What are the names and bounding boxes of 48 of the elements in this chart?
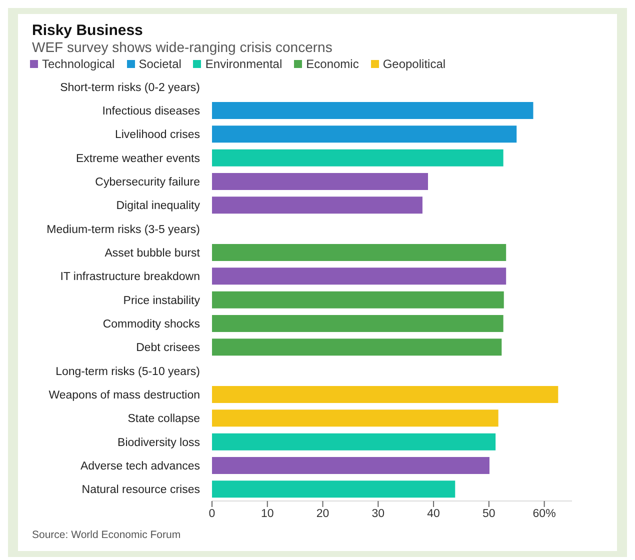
source-note: Source: World Economic Forum xyxy=(31,529,182,541)
y-tick-label: Digital inequality xyxy=(116,200,200,212)
bar xyxy=(212,338,502,356)
bar xyxy=(212,196,422,214)
legend-label: Technological xyxy=(41,57,115,71)
bar xyxy=(212,126,517,143)
x-tick-label: 50 xyxy=(482,508,496,520)
bar xyxy=(212,102,534,119)
y-tick-label: Short-term risks (0-2 years) xyxy=(60,82,200,94)
legend-label: Societal xyxy=(138,57,182,71)
chart-subtitle: WEF survey shows wide-ranging crisis concerns xyxy=(31,39,334,55)
bar xyxy=(212,433,496,450)
legend-label: Environmental xyxy=(204,57,282,71)
y-tick-label: State collapse xyxy=(128,413,200,426)
y-tick-label: Asset bubble burst xyxy=(104,248,201,260)
y-tick-label: Extreme weather events xyxy=(76,152,200,165)
bar xyxy=(212,172,428,190)
bar xyxy=(212,149,504,166)
y-tick-label: Natural resource crises xyxy=(82,484,200,496)
y-tick-label: Cybersecurity failure xyxy=(95,176,200,188)
x-tick-label: 40 xyxy=(427,508,440,520)
text: Risky Business xyxy=(31,22,144,39)
bar xyxy=(212,410,498,427)
legend-label: Geopolitical xyxy=(382,57,446,71)
y-tick-label: Adverse tech advances xyxy=(80,460,200,472)
bar xyxy=(212,314,504,332)
x-tick-label: 20 xyxy=(316,508,330,520)
bar xyxy=(212,291,504,308)
y-tick-label: IT infrastructure breakdown xyxy=(60,271,200,284)
y-tick-label: Debt crisees xyxy=(136,342,200,354)
x-tick-label: 30 xyxy=(372,508,385,520)
y-tick-label: Biodiversity loss xyxy=(118,436,200,449)
bar xyxy=(212,268,506,285)
bar xyxy=(212,244,506,261)
y-tick-label: Price instability xyxy=(123,294,200,307)
y-tick-label: Medium-term risks (3-5 years) xyxy=(46,224,200,236)
y-tick-label: Commodity shocks xyxy=(102,318,200,330)
y-tick-label: Long-term risks (5-10 years) xyxy=(56,366,200,378)
x-tick-label: 10 xyxy=(260,508,274,520)
x-tick-label: 0 xyxy=(208,508,216,520)
legend-label: Economic xyxy=(305,57,359,71)
x-tick-label: 60% xyxy=(532,508,556,520)
y-tick-label: Weapons of mass destruction xyxy=(48,390,200,402)
y-tick-label: Infectious diseases xyxy=(102,106,200,118)
y-tick-label: Livelihood crises xyxy=(114,129,200,142)
bar xyxy=(212,480,456,498)
bar xyxy=(212,456,490,474)
bar xyxy=(212,386,558,403)
